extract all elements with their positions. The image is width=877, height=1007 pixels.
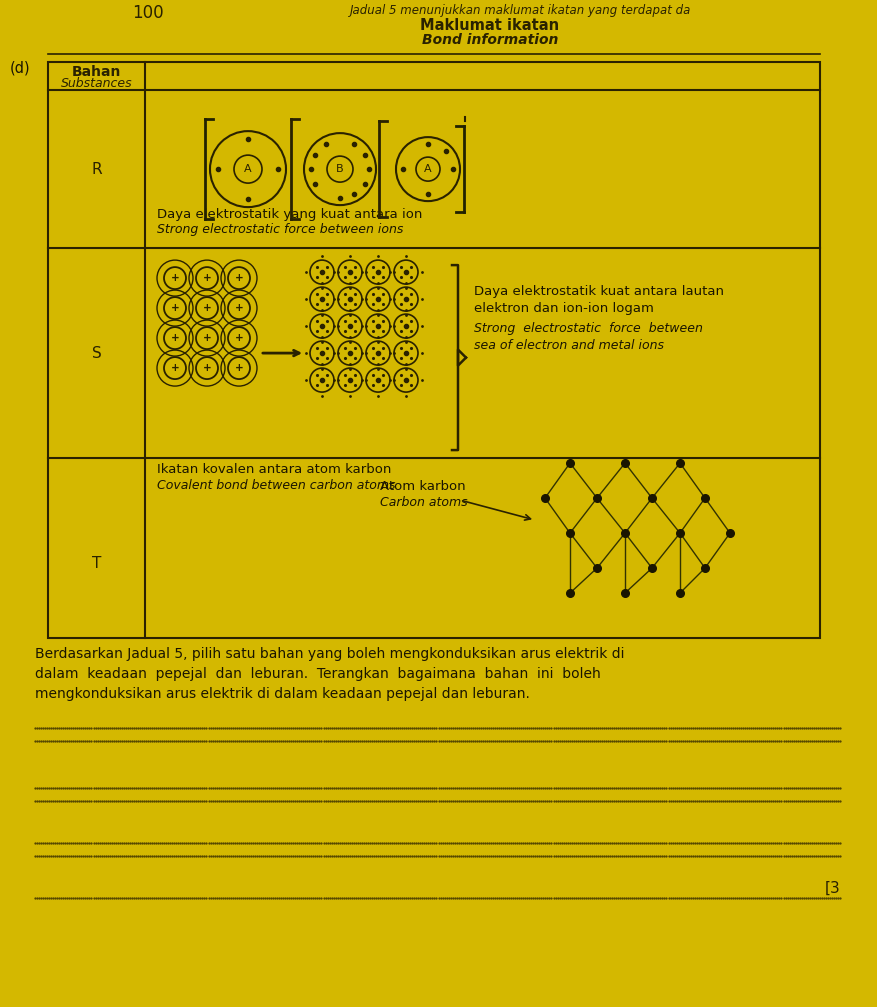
Text: R: R: [91, 161, 102, 176]
Text: T: T: [92, 556, 101, 571]
Text: S: S: [91, 345, 101, 361]
Bar: [48, 62, 819, 638]
Text: Bahan: Bahan: [72, 65, 121, 80]
Text: +: +: [170, 273, 179, 283]
Text: Substances: Substances: [61, 77, 132, 90]
Text: +: +: [203, 273, 211, 283]
Text: +: +: [203, 333, 211, 343]
Text: B: B: [336, 164, 344, 174]
Text: dalam  keadaan  pepejal  dan  leburan.  Terangkan  bagaimana  bahan  ini  boleh: dalam keadaan pepejal dan leburan. Teran…: [35, 667, 600, 681]
Text: +: +: [234, 364, 243, 373]
Text: +: +: [203, 303, 211, 313]
Text: [3: [3: [824, 881, 840, 896]
Text: Berdasarkan Jadual 5, pilih satu bahan yang boleh mengkonduksikan arus elektrik : Berdasarkan Jadual 5, pilih satu bahan y…: [35, 648, 624, 661]
Text: Strong electrostatic force between ions: Strong electrostatic force between ions: [157, 224, 403, 236]
Text: 100: 100: [132, 4, 164, 22]
Text: Daya elektrostatik yang kuat antara ion: Daya elektrostatik yang kuat antara ion: [157, 208, 422, 222]
Text: Maklumat ikatan: Maklumat ikatan: [420, 18, 559, 33]
Text: elektron dan ion-ion logam: elektron dan ion-ion logam: [474, 302, 653, 315]
Text: (d): (d): [10, 60, 31, 76]
Text: Atom karbon: Atom karbon: [380, 480, 465, 493]
Text: A: A: [424, 164, 431, 174]
Text: A: A: [244, 164, 252, 174]
Text: +: +: [170, 303, 179, 313]
Text: Daya elektrostatik kuat antara lautan: Daya elektrostatik kuat antara lautan: [474, 285, 724, 298]
Text: +: +: [234, 333, 243, 343]
Text: Bond information: Bond information: [421, 33, 558, 47]
Text: sea of electron and metal ions: sea of electron and metal ions: [474, 339, 663, 352]
Text: Carbon atoms: Carbon atoms: [380, 496, 467, 510]
Text: +: +: [234, 273, 243, 283]
Text: Covalent bond between carbon atoms: Covalent bond between carbon atoms: [157, 479, 395, 492]
Text: +: +: [234, 303, 243, 313]
Text: mengkonduksikan arus elektrik di dalam keadaan pepejal dan leburan.: mengkonduksikan arus elektrik di dalam k…: [35, 687, 530, 701]
Text: Strong  electrostatic  force  between: Strong electrostatic force between: [474, 322, 702, 335]
Text: +: +: [203, 364, 211, 373]
Text: +: +: [170, 333, 179, 343]
Text: +: +: [170, 364, 179, 373]
Text: Jadual 5 menunjukkan maklumat ikatan yang terdapat da: Jadual 5 menunjukkan maklumat ikatan yan…: [350, 4, 690, 17]
Text: Ikatan kovalen antara atom karbon: Ikatan kovalen antara atom karbon: [157, 463, 391, 476]
